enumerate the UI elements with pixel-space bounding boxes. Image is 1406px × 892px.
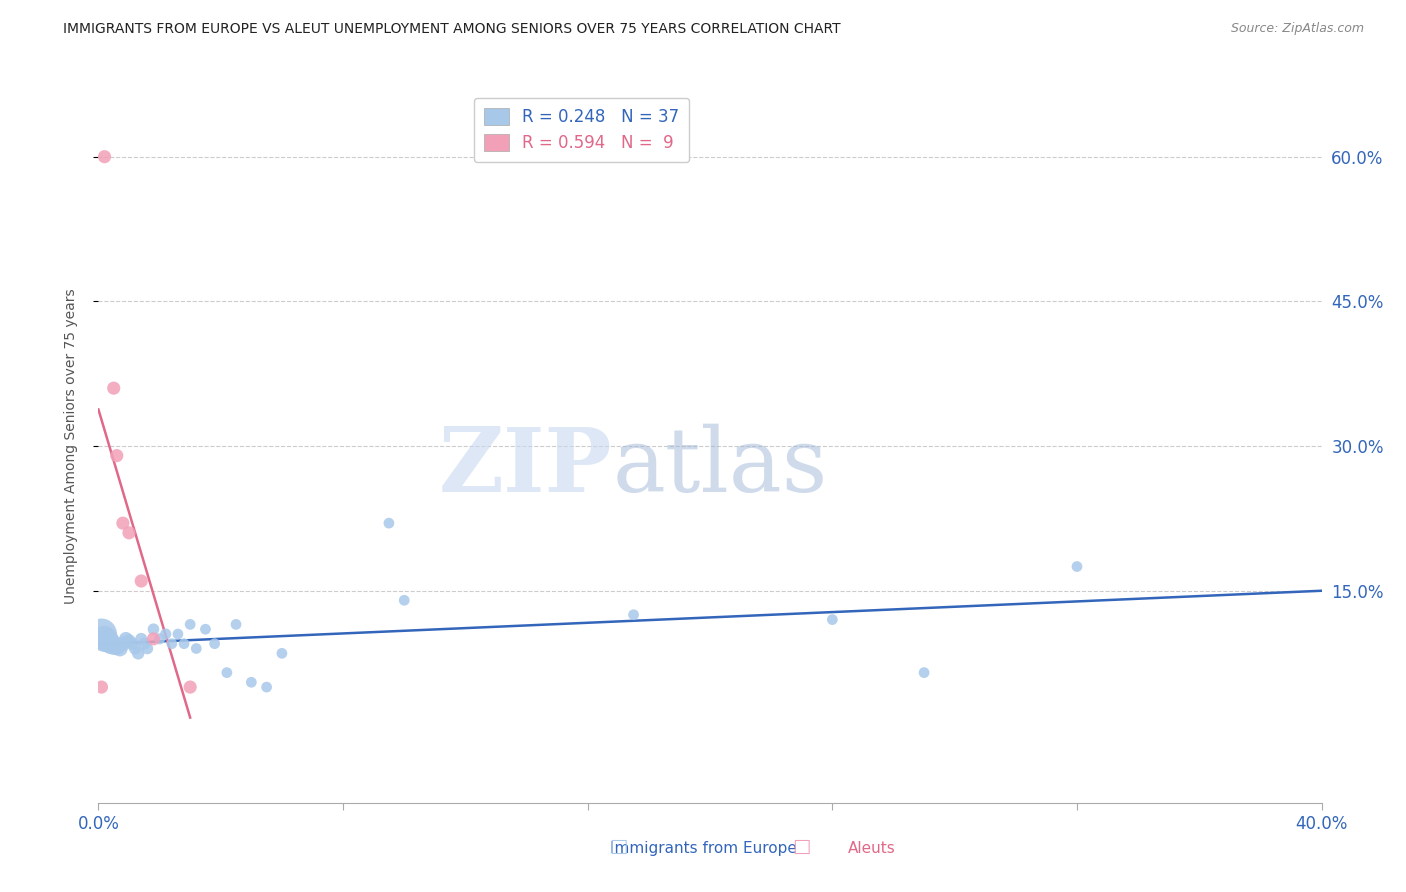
Point xyxy=(90,680,112,694)
Point xyxy=(124,641,146,656)
Text: ZIP: ZIP xyxy=(439,424,612,511)
Point xyxy=(204,637,226,651)
Point xyxy=(103,381,125,395)
Point xyxy=(179,617,201,632)
Point xyxy=(194,622,217,636)
Point xyxy=(97,633,120,648)
Point xyxy=(111,516,134,530)
Point xyxy=(160,637,183,651)
Text: □: □ xyxy=(609,838,628,856)
Point xyxy=(155,627,177,641)
Point xyxy=(149,632,172,646)
Point xyxy=(240,675,263,690)
Text: IMMIGRANTS FROM EUROPE VS ALEUT UNEMPLOYMENT AMONG SENIORS OVER 75 YEARS CORRELA: IMMIGRANTS FROM EUROPE VS ALEUT UNEMPLOY… xyxy=(63,22,841,37)
Point xyxy=(270,646,292,660)
Text: Aleuts: Aleuts xyxy=(848,841,896,856)
Point xyxy=(225,617,247,632)
Point xyxy=(115,632,138,646)
Point xyxy=(108,641,131,656)
Point xyxy=(378,516,401,530)
Point xyxy=(256,680,278,694)
Point xyxy=(173,637,195,651)
Point xyxy=(121,637,143,651)
Point xyxy=(129,574,152,588)
Point xyxy=(90,627,112,641)
Point xyxy=(821,613,844,627)
Point xyxy=(129,632,152,646)
Point xyxy=(623,607,645,622)
Point xyxy=(111,637,134,651)
Point xyxy=(912,665,935,680)
Point xyxy=(136,641,159,656)
Text: atlas: atlas xyxy=(612,424,827,511)
Point xyxy=(142,632,165,646)
Point xyxy=(215,665,238,680)
Point xyxy=(134,637,156,651)
Text: □: □ xyxy=(792,838,811,856)
Point xyxy=(103,639,125,653)
Point xyxy=(100,637,122,651)
Point xyxy=(118,525,141,540)
Y-axis label: Unemployment Among Seniors over 75 years: Unemployment Among Seniors over 75 years xyxy=(63,288,77,604)
Point xyxy=(93,150,115,164)
Point xyxy=(105,449,128,463)
Point xyxy=(186,641,208,656)
Point xyxy=(105,640,128,654)
Point xyxy=(1066,559,1088,574)
Point xyxy=(142,622,165,636)
Text: Source: ZipAtlas.com: Source: ZipAtlas.com xyxy=(1230,22,1364,36)
Legend: R = 0.248   N = 37, R = 0.594   N =  9: R = 0.248 N = 37, R = 0.594 N = 9 xyxy=(474,97,689,162)
Point xyxy=(127,646,149,660)
Point xyxy=(93,632,115,646)
Text: Immigrants from Europe: Immigrants from Europe xyxy=(610,841,796,856)
Point xyxy=(179,680,201,694)
Point xyxy=(392,593,416,607)
Point xyxy=(167,627,190,641)
Point xyxy=(118,633,141,648)
